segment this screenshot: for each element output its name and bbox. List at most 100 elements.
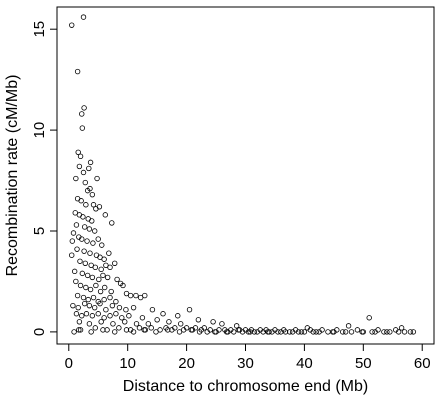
data-point xyxy=(407,329,414,335)
data-point xyxy=(113,311,119,317)
data-point xyxy=(348,329,355,335)
data-point xyxy=(99,242,105,248)
data-point xyxy=(73,278,79,285)
data-point xyxy=(86,165,92,172)
data-point xyxy=(251,329,258,335)
data-point xyxy=(133,292,139,299)
data-point xyxy=(216,327,222,333)
data-point xyxy=(334,327,340,333)
data-point xyxy=(74,246,80,252)
data-point xyxy=(84,238,90,244)
data-point xyxy=(95,311,101,317)
data-point xyxy=(398,325,405,331)
data-point xyxy=(89,218,95,224)
data-point xyxy=(122,319,128,325)
data-point xyxy=(148,325,154,331)
data-point xyxy=(89,274,96,281)
data-point xyxy=(98,266,104,273)
data-point xyxy=(310,329,316,335)
y-tick-label: 15 xyxy=(31,21,48,38)
data-point xyxy=(76,163,83,170)
data-point xyxy=(109,302,116,309)
data-point xyxy=(172,325,178,331)
data-point xyxy=(112,260,118,266)
data-point xyxy=(87,185,93,192)
data-point xyxy=(141,327,147,333)
data-point xyxy=(107,294,113,301)
data-point xyxy=(183,325,190,331)
data-point xyxy=(145,321,152,327)
data-point xyxy=(86,226,93,232)
data-point xyxy=(77,258,83,264)
data-point xyxy=(81,224,88,230)
data-point xyxy=(366,315,372,321)
data-point xyxy=(73,311,80,317)
data-point xyxy=(120,282,126,289)
data-point xyxy=(96,204,103,210)
data-point xyxy=(90,202,97,208)
data-point xyxy=(75,149,81,155)
data-point xyxy=(108,288,114,295)
data-point xyxy=(73,175,79,182)
data-point xyxy=(71,329,77,335)
data-point xyxy=(89,313,96,319)
data-point xyxy=(165,327,171,333)
data-point xyxy=(301,329,308,335)
data-point xyxy=(80,214,86,220)
data-point xyxy=(126,313,132,319)
data-point xyxy=(282,329,289,335)
data-point xyxy=(85,296,91,303)
data-point xyxy=(79,111,85,117)
x-tick-label: 50 xyxy=(355,355,372,372)
data-point xyxy=(223,329,230,335)
data-point xyxy=(86,302,93,309)
data-point xyxy=(72,210,78,216)
data-point xyxy=(95,236,101,242)
data-point xyxy=(123,327,130,333)
data-point xyxy=(73,222,80,228)
data-point xyxy=(123,290,130,297)
data-point xyxy=(98,319,104,325)
data-point xyxy=(127,292,134,299)
data-point xyxy=(369,329,375,335)
data-point xyxy=(87,286,94,293)
data-point xyxy=(149,306,156,313)
data-point xyxy=(104,274,111,281)
data-point xyxy=(80,294,87,301)
data-point xyxy=(81,105,87,111)
data-point xyxy=(286,329,293,335)
data-point xyxy=(247,329,253,335)
data-point xyxy=(195,317,202,323)
data-point xyxy=(103,262,109,268)
data-point xyxy=(90,294,97,301)
y-axis: 0 5 10 15 xyxy=(31,21,58,336)
data-point xyxy=(231,329,237,335)
data-point xyxy=(75,304,81,311)
data-point xyxy=(69,22,75,28)
data-point xyxy=(90,240,96,246)
data-point xyxy=(91,304,98,311)
data-point xyxy=(123,306,129,313)
data-point xyxy=(372,329,378,335)
data-point xyxy=(359,329,365,335)
data-point xyxy=(210,319,216,325)
data-point xyxy=(100,272,106,279)
data-point xyxy=(78,198,84,204)
data-point xyxy=(79,270,86,277)
data-point xyxy=(88,329,94,335)
data-point xyxy=(137,294,144,301)
data-point xyxy=(114,276,120,283)
data-point xyxy=(192,325,199,331)
data-point xyxy=(207,327,213,333)
data-point xyxy=(188,327,195,333)
data-point xyxy=(354,327,361,333)
data-point xyxy=(70,302,76,309)
data-point xyxy=(175,313,181,319)
data-point xyxy=(130,329,137,335)
data-point xyxy=(136,325,143,331)
data-point xyxy=(384,329,390,335)
data-point xyxy=(116,304,123,311)
x-tick-label: 20 xyxy=(178,355,195,372)
data-point xyxy=(133,321,140,327)
y-tick-label: 5 xyxy=(31,227,48,235)
